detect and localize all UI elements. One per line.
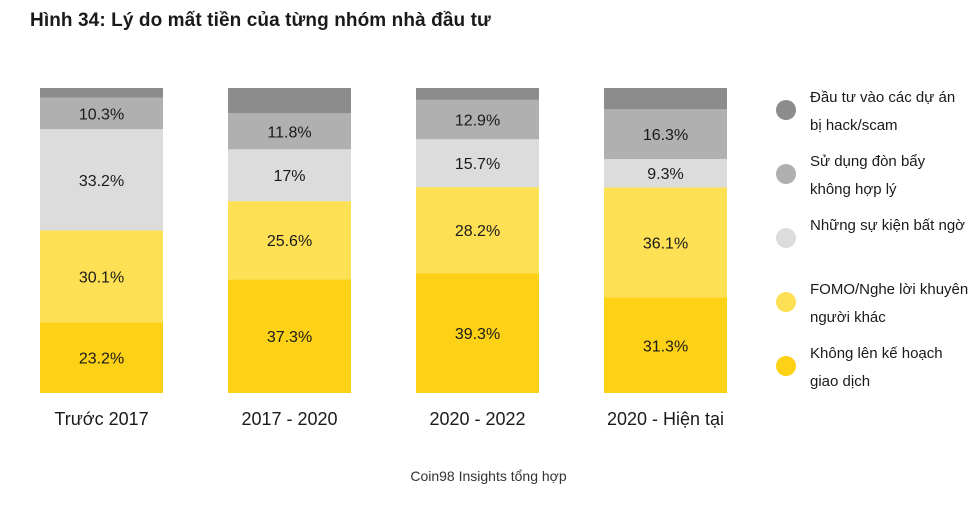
- data-label-4-3: 9.3%: [647, 166, 683, 183]
- legend-item-4: FOMO/Nghe lời khuyên người khác: [776, 276, 971, 340]
- data-label-1-1: 23.2%: [79, 351, 124, 368]
- bar-segment-2-1: [228, 279, 351, 393]
- legend-label-2: Sử dụng đòn bẩy không hợp lý: [810, 153, 926, 198]
- data-label-2-4: 11.8%: [267, 124, 311, 141]
- bar-segment-1-1: [40, 322, 163, 393]
- legend-item-3: Những sự kiện bất ngờ: [776, 212, 971, 276]
- category-label-1: Trước 2017: [54, 409, 148, 429]
- legend-item-5: Không lên kế hoạch giao dịch: [776, 340, 971, 404]
- legend-label-5: Không lên kế hoạch giao dịch: [810, 345, 943, 390]
- data-label-3-1: 39.3%: [455, 326, 500, 343]
- category-label-2: 2017 - 2020: [241, 409, 337, 429]
- bar-segment-4-3: [604, 159, 727, 188]
- legend: Đầu tư vào các dự án bị hack/scam Sử dụng…: [776, 84, 971, 404]
- bar-segment-2-4: [228, 113, 351, 150]
- data-label-3-2: 28.2%: [455, 223, 500, 240]
- data-label-1-2: 30.1%: [79, 269, 124, 286]
- bar-segment-3-3: [416, 139, 539, 188]
- source-note: Coin98 Insights tổng hợp: [410, 468, 567, 484]
- legend-label-1: Đầu tư vào các dự án bị hack/scam: [810, 89, 956, 134]
- bar-segment-2-3: [228, 149, 351, 202]
- bar-segment-3-2: [416, 187, 539, 274]
- category-label-3: 2020 - 2022: [429, 409, 525, 429]
- bar-segment-4-2: [604, 187, 727, 298]
- legend-item-2: Sử dụng đòn bẩy không hợp lý: [776, 148, 971, 212]
- bar-segment-1-2: [40, 230, 163, 323]
- stacked-bar-chart: 23.2% 30.1% 33.2% 10.3% Trước 2017 37.3% 25.6%…: [40, 88, 727, 429]
- category-label-4: 2020 - Hiện tại: [607, 409, 724, 429]
- data-label-4-1: 31.3%: [643, 338, 688, 355]
- legend-swatch-5: [776, 356, 796, 376]
- chart-title: Hình 34: Lý do mất tiền của từng nhóm nh…: [30, 10, 491, 31]
- legend-swatch-2: [776, 164, 796, 184]
- data-label-4-2: 36.1%: [643, 235, 688, 252]
- data-label-2-2: 25.6%: [267, 233, 312, 250]
- data-label-2-3: 17%: [273, 168, 305, 185]
- data-label-2-1: 37.3%: [267, 329, 312, 346]
- legend-label-4: FOMO/Nghe lời khuyên người khác: [810, 281, 969, 326]
- bar-segment-3-5: [416, 88, 539, 100]
- bar-segment-2-2: [228, 201, 351, 280]
- legend-swatch-1: [776, 100, 796, 120]
- legend-swatch-4: [776, 292, 796, 312]
- legend-label-3: Những sự kiện bất ngờ: [810, 217, 966, 234]
- data-label-3-4: 12.9%: [455, 113, 500, 130]
- bar-segment-3-1: [416, 273, 539, 393]
- bar-segment-2-5: [228, 88, 351, 114]
- bar-segment-4-5: [604, 88, 727, 110]
- data-label-1-3: 33.2%: [79, 173, 124, 190]
- bar-segment-1-3: [40, 129, 163, 231]
- data-label-4-4: 16.3%: [643, 127, 688, 144]
- bar-segment-3-4: [416, 99, 539, 140]
- data-label-1-4: 10.3%: [79, 106, 124, 123]
- legend-swatch-3: [776, 228, 796, 248]
- bar-segment-4-4: [604, 109, 727, 160]
- data-label-3-3: 15.7%: [455, 156, 500, 173]
- bar-segment-4-1: [604, 297, 727, 393]
- legend-item-1: Đầu tư vào các dự án bị hack/scam: [776, 84, 971, 148]
- bar-segment-1-5: [40, 88, 163, 98]
- bar-segment-1-4: [40, 97, 163, 130]
